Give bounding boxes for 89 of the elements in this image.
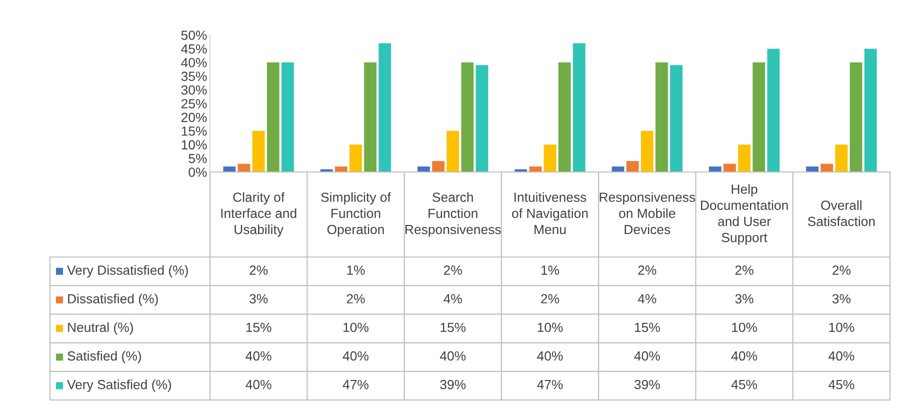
data-label: 2% <box>832 266 850 275</box>
data-label: 45% <box>731 380 758 390</box>
y-tick-label: 10% <box>182 140 207 150</box>
data-label: 10% <box>538 322 563 332</box>
data-label: 40% <box>731 351 758 361</box>
legend-label: Dissatisfied (%) <box>68 294 158 306</box>
bar <box>446 130 460 172</box>
bar <box>656 62 668 172</box>
data-label: 2% <box>541 294 560 304</box>
data-label: 47% <box>342 380 368 390</box>
bar <box>364 62 376 172</box>
bar <box>432 161 444 172</box>
bar <box>864 48 877 172</box>
y-tick-label: 20% <box>181 112 207 122</box>
data-label: 3% <box>735 294 754 304</box>
legend-label: Very Dissatisfied (%) <box>67 265 188 278</box>
x-tick-label: Intuitiveness of Navigation Menu <box>512 192 588 234</box>
bar <box>572 43 586 172</box>
data-label: 4% <box>444 294 462 304</box>
bar <box>767 48 780 172</box>
y-tick-label: 35% <box>181 72 207 82</box>
bar <box>835 144 848 172</box>
legend-label: Very Satisfied (%) <box>67 380 172 392</box>
data-label: 40% <box>342 351 368 361</box>
bar <box>820 164 834 172</box>
data-label: 3% <box>250 294 268 304</box>
x-tick-label: Help Documentation and User Support <box>701 184 788 245</box>
data-label: 2% <box>444 266 462 275</box>
data-label: 1% <box>347 266 365 275</box>
bar <box>850 62 862 172</box>
bar <box>752 62 766 172</box>
bar <box>708 166 722 172</box>
legend-label: Neutral (%) <box>68 322 133 335</box>
y-tick-label: 25% <box>181 99 207 108</box>
x-tick-label: Overall Satisfaction <box>808 200 875 226</box>
y-tick-label: 5% <box>188 154 207 164</box>
data-label: 40% <box>537 351 563 361</box>
data-label: 10% <box>732 322 758 332</box>
data-label: 47% <box>537 380 563 390</box>
y-tick-label: 50% <box>181 30 207 40</box>
data-label: 15% <box>246 322 272 332</box>
y-tick-label: 45% <box>181 44 207 54</box>
data-label: 15% <box>634 322 660 332</box>
bar <box>418 166 430 172</box>
legend-label: Satisfied (%) <box>68 350 141 364</box>
bar <box>558 62 571 172</box>
bar <box>529 166 542 172</box>
bar <box>626 161 639 172</box>
data-label: 4% <box>638 294 656 304</box>
data-label: 10% <box>829 322 854 332</box>
bar <box>252 130 265 172</box>
bar <box>544 144 556 172</box>
bar <box>334 166 348 172</box>
bar <box>724 164 736 172</box>
data-label: 2% <box>638 266 656 275</box>
data-label: 1% <box>541 266 560 275</box>
data-label: 40% <box>246 380 272 390</box>
data-label: 40% <box>828 351 854 361</box>
data-label: 40% <box>634 351 660 361</box>
y-tick-label: 40% <box>181 58 207 68</box>
data-label: 3% <box>832 294 850 304</box>
bar <box>350 144 362 172</box>
x-tick-label: Simplicity of Function Operation <box>321 192 391 237</box>
data-label: 45% <box>828 380 854 390</box>
y-tick-label: 30% <box>181 85 207 95</box>
bar <box>670 65 682 172</box>
data-label: 2% <box>346 294 365 304</box>
bar <box>461 62 474 172</box>
x-tick-label: Responsiveness on Mobile Devices <box>600 192 696 234</box>
bar <box>378 43 392 172</box>
x-tick-label: Search Function Responsiveness <box>406 192 501 237</box>
bar <box>738 144 750 172</box>
y-tick-label: 15% <box>182 126 207 136</box>
data-label: 2% <box>735 266 754 275</box>
bar <box>476 65 488 172</box>
data-label: 40% <box>440 351 466 361</box>
data-label: 39% <box>440 380 466 390</box>
x-tick-label: Clarity of Interface and Usability <box>221 192 296 237</box>
data-label: 15% <box>440 322 466 332</box>
data-label: 39% <box>634 380 660 390</box>
data-label: 10% <box>344 322 368 332</box>
bar <box>640 130 654 172</box>
bar <box>282 62 294 172</box>
bar <box>806 166 818 172</box>
bar <box>223 166 236 172</box>
data-label: 40% <box>246 351 272 361</box>
data-label: 2% <box>250 266 268 275</box>
y-tick-label: 0% <box>188 168 207 177</box>
bar <box>266 62 280 172</box>
